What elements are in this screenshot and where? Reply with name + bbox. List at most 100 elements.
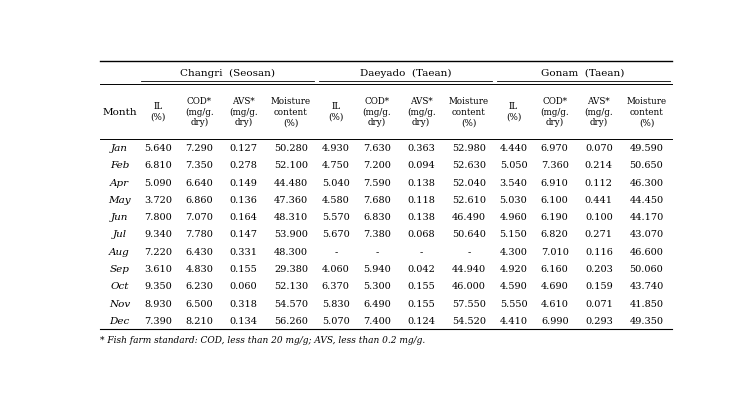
Text: 6.160: 6.160	[541, 265, 568, 274]
Text: 50.060: 50.060	[630, 265, 663, 274]
Text: 7.350: 7.350	[186, 161, 213, 170]
Text: Nov: Nov	[109, 299, 130, 308]
Text: 6.230: 6.230	[186, 282, 213, 291]
Text: 0.068: 0.068	[407, 230, 435, 239]
Text: 49.590: 49.590	[630, 144, 663, 153]
Text: 0.441: 0.441	[585, 196, 613, 204]
Text: 5.040: 5.040	[322, 178, 349, 187]
Text: 4.750: 4.750	[322, 161, 350, 170]
Text: Jul: Jul	[113, 230, 126, 239]
Text: -: -	[467, 247, 470, 256]
Text: 0.159: 0.159	[585, 282, 613, 291]
Text: IL
(%): IL (%)	[506, 102, 521, 121]
Text: 7.070: 7.070	[186, 213, 213, 222]
Text: 0.138: 0.138	[407, 178, 435, 187]
Text: Moisture
content
(%): Moisture content (%)	[626, 97, 666, 127]
Text: 0.155: 0.155	[407, 299, 435, 308]
Text: 52.100: 52.100	[274, 161, 308, 170]
Text: Jan: Jan	[111, 144, 128, 153]
Text: 4.410: 4.410	[500, 316, 527, 325]
Text: 7.780: 7.780	[186, 230, 213, 239]
Text: 4.610: 4.610	[541, 299, 568, 308]
Text: 46.600: 46.600	[630, 247, 663, 256]
Text: 7.290: 7.290	[186, 144, 213, 153]
Text: Dec: Dec	[109, 316, 129, 325]
Text: 6.640: 6.640	[186, 178, 213, 187]
Text: -: -	[375, 247, 378, 256]
Text: 52.610: 52.610	[452, 196, 485, 204]
Text: 48.310: 48.310	[274, 213, 308, 222]
Text: 6.830: 6.830	[363, 213, 391, 222]
Text: 5.550: 5.550	[500, 299, 527, 308]
Text: -: -	[334, 247, 337, 256]
Text: 4.440: 4.440	[500, 144, 527, 153]
Text: Sep: Sep	[110, 265, 129, 274]
Text: 7.590: 7.590	[363, 178, 391, 187]
Text: 0.136: 0.136	[230, 196, 257, 204]
Text: 49.350: 49.350	[630, 316, 663, 325]
Text: 3.720: 3.720	[144, 196, 172, 204]
Text: 44.450: 44.450	[629, 196, 663, 204]
Text: 0.155: 0.155	[407, 282, 435, 291]
Text: Feb: Feb	[110, 161, 129, 170]
Text: 4.960: 4.960	[500, 213, 527, 222]
Text: AVS*
(mg/g.
dry): AVS* (mg/g. dry)	[407, 97, 435, 127]
Text: Moisture
content
(%): Moisture content (%)	[449, 97, 488, 127]
Text: 0.278: 0.278	[230, 161, 257, 170]
Text: 46.490: 46.490	[452, 213, 485, 222]
Text: 6.810: 6.810	[144, 161, 172, 170]
Text: 3.540: 3.540	[500, 178, 527, 187]
Text: COD*
(mg/g.
dry): COD* (mg/g. dry)	[363, 97, 391, 127]
Text: 52.630: 52.630	[452, 161, 485, 170]
Text: 5.070: 5.070	[322, 316, 349, 325]
Text: 5.050: 5.050	[500, 161, 527, 170]
Text: 52.130: 52.130	[274, 282, 308, 291]
Text: 7.360: 7.360	[541, 161, 568, 170]
Text: 0.271: 0.271	[585, 230, 613, 239]
Text: 44.170: 44.170	[629, 213, 663, 222]
Text: 54.520: 54.520	[452, 316, 485, 325]
Text: COD*
(mg/g.
dry): COD* (mg/g. dry)	[540, 97, 569, 127]
Text: 46.300: 46.300	[630, 178, 663, 187]
Text: Oct: Oct	[111, 282, 129, 291]
Text: 0.138: 0.138	[407, 213, 435, 222]
Text: 43.740: 43.740	[629, 282, 663, 291]
Text: 4.580: 4.580	[322, 196, 349, 204]
Text: 48.300: 48.300	[274, 247, 308, 256]
Text: 5.570: 5.570	[322, 213, 349, 222]
Text: 7.680: 7.680	[363, 196, 391, 204]
Text: 0.214: 0.214	[585, 161, 613, 170]
Text: 0.127: 0.127	[230, 144, 257, 153]
Text: 4.920: 4.920	[500, 265, 527, 274]
Text: 52.980: 52.980	[452, 144, 485, 153]
Text: 6.490: 6.490	[363, 299, 391, 308]
Text: Jun: Jun	[111, 213, 129, 222]
Text: Month: Month	[102, 108, 137, 117]
Text: 0.071: 0.071	[585, 299, 613, 308]
Text: 0.100: 0.100	[585, 213, 613, 222]
Text: 47.360: 47.360	[274, 196, 308, 204]
Text: 56.260: 56.260	[274, 316, 308, 325]
Text: 44.480: 44.480	[274, 178, 308, 187]
Text: 0.147: 0.147	[230, 230, 257, 239]
Text: 6.430: 6.430	[186, 247, 213, 256]
Text: IL
(%): IL (%)	[328, 102, 343, 121]
Text: 5.090: 5.090	[144, 178, 172, 187]
Text: May: May	[108, 196, 131, 204]
Text: 50.280: 50.280	[274, 144, 308, 153]
Text: 8.210: 8.210	[186, 316, 213, 325]
Text: 7.380: 7.380	[363, 230, 391, 239]
Text: 57.550: 57.550	[452, 299, 485, 308]
Text: Moisture
content
(%): Moisture content (%)	[271, 97, 311, 127]
Text: 6.370: 6.370	[322, 282, 350, 291]
Text: 50.640: 50.640	[452, 230, 485, 239]
Text: Gonam  (Taean): Gonam (Taean)	[542, 69, 625, 77]
Text: 0.149: 0.149	[230, 178, 257, 187]
Text: 0.203: 0.203	[585, 265, 613, 274]
Text: AVS*
(mg/g.
dry): AVS* (mg/g. dry)	[584, 97, 613, 127]
Text: 4.060: 4.060	[322, 265, 349, 274]
Text: 4.590: 4.590	[500, 282, 527, 291]
Text: * Fish farm standard: COD, less than 20 mg/g; AVS, less than 0.2 mg/g.: * Fish farm standard: COD, less than 20 …	[100, 336, 426, 345]
Text: 6.970: 6.970	[541, 144, 568, 153]
Text: -: -	[420, 247, 423, 256]
